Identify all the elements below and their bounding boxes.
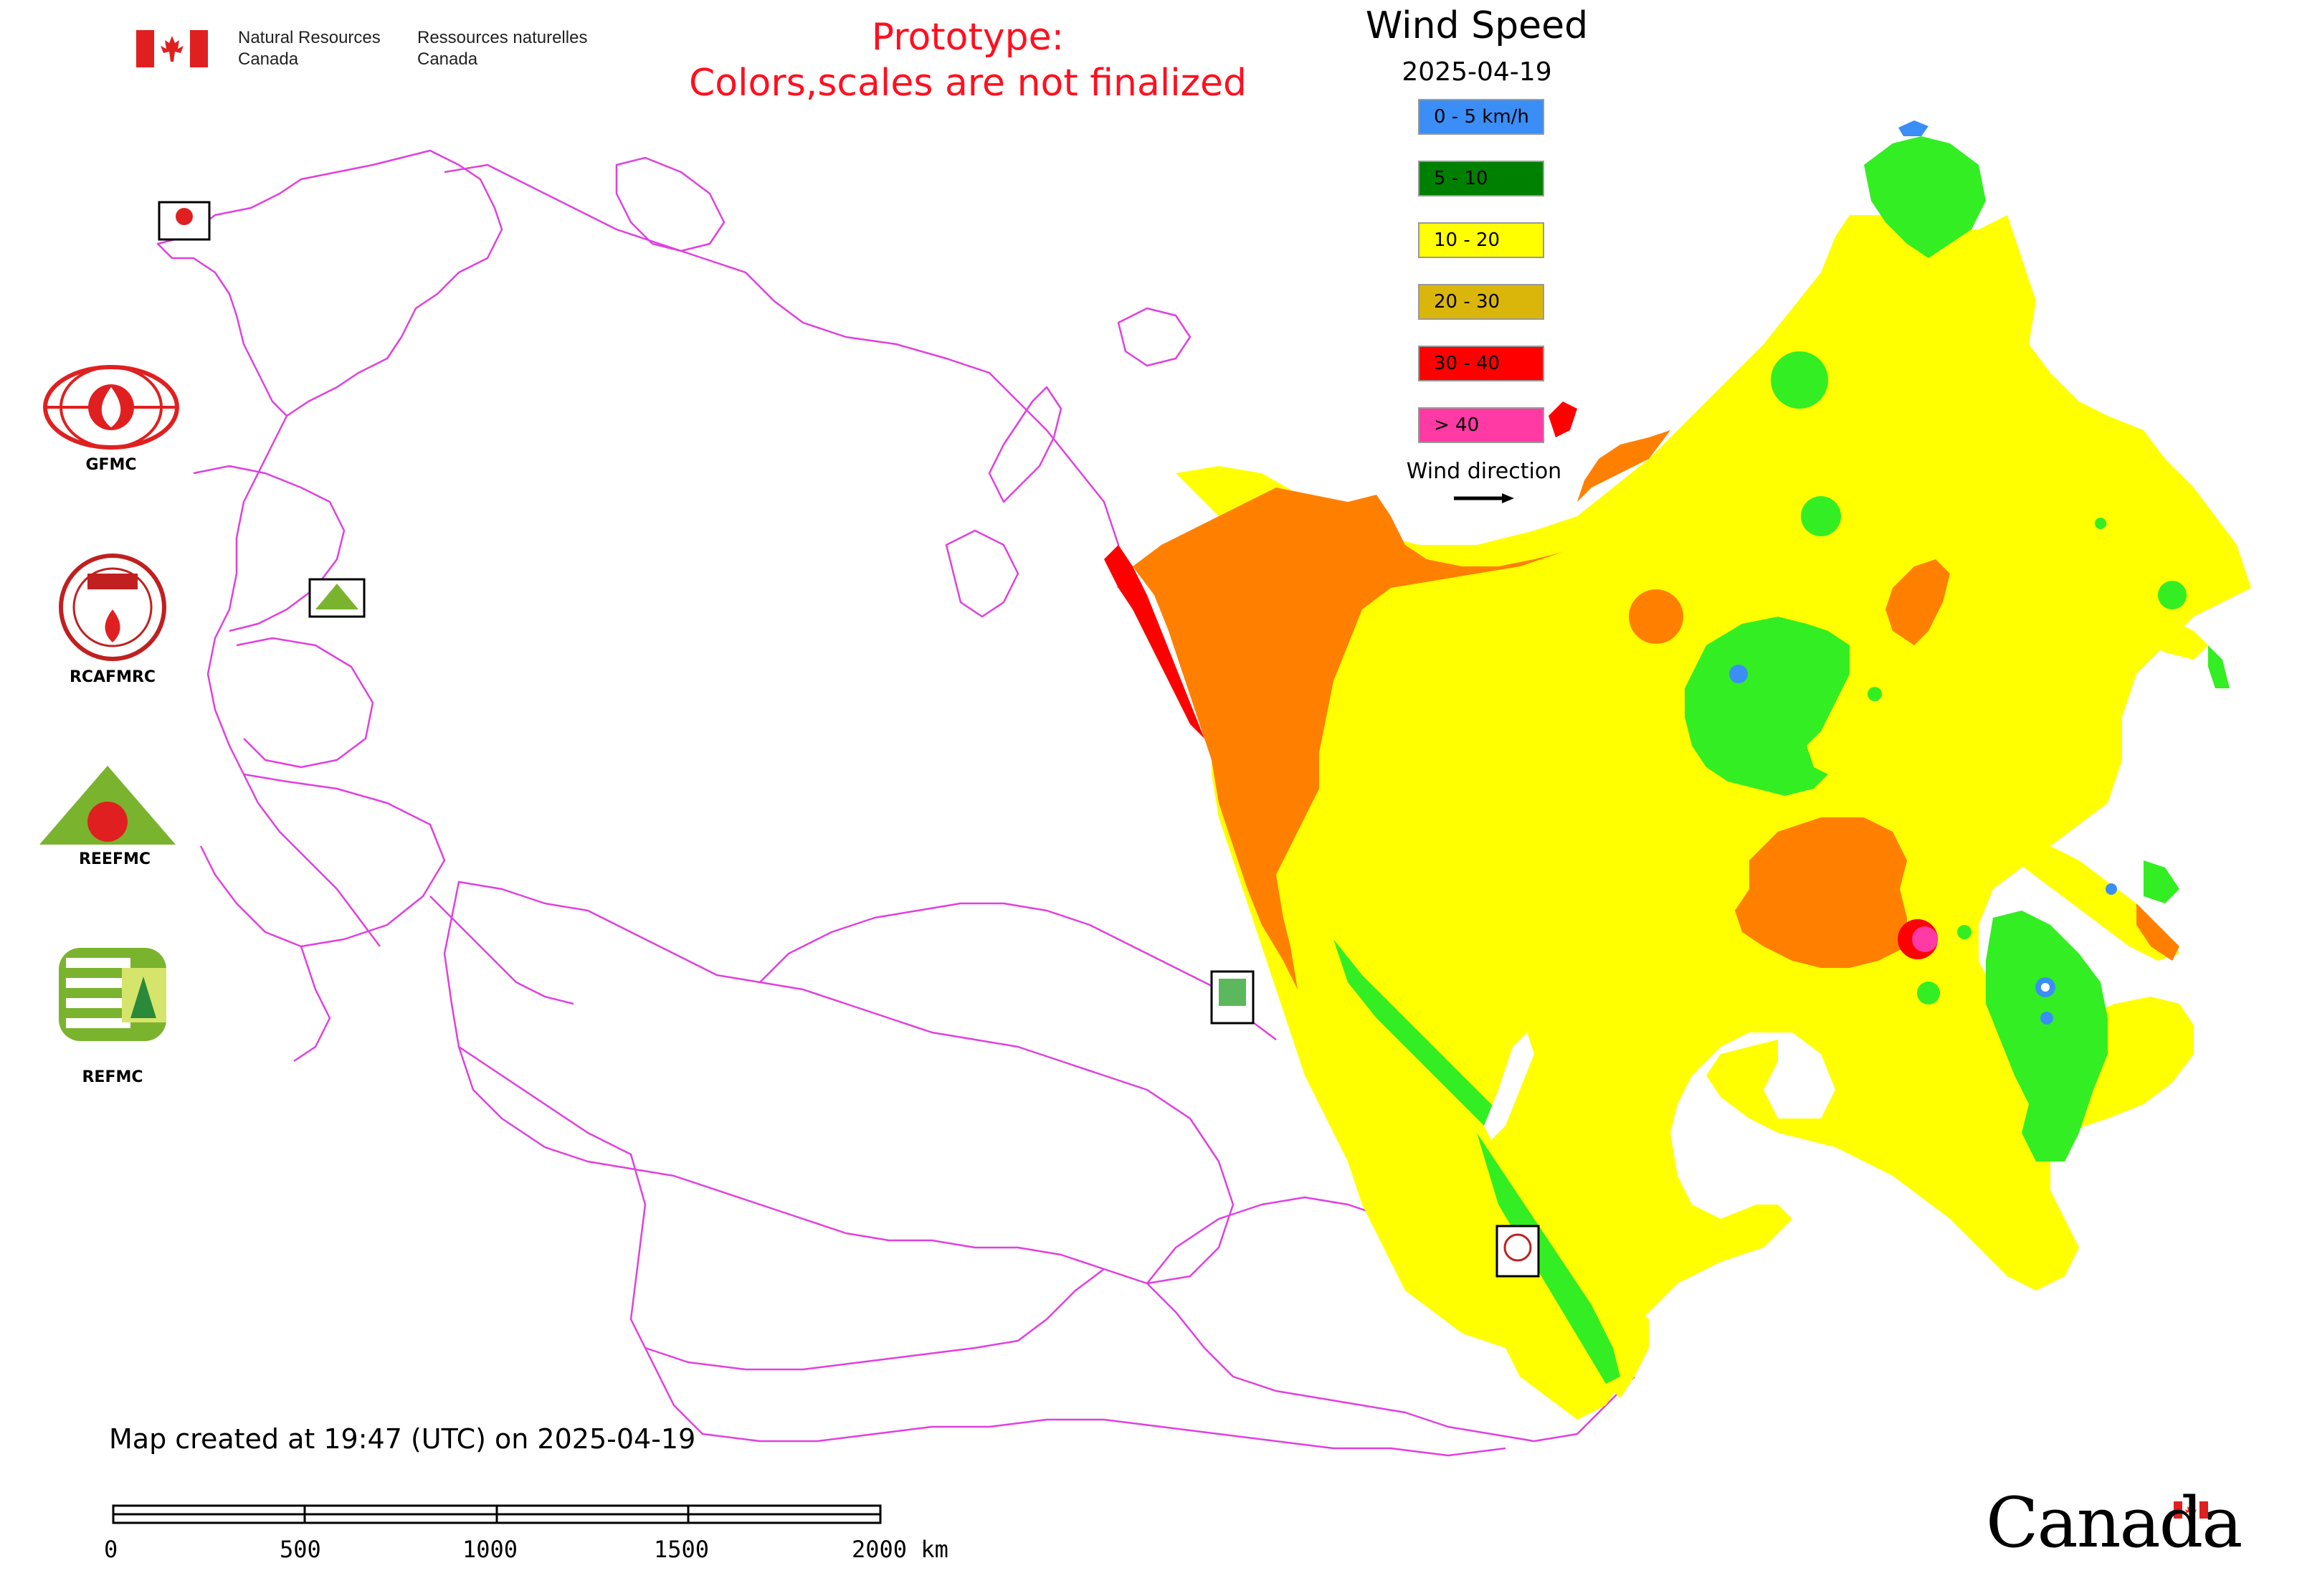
- boundary-siberia-south: [759, 902, 1277, 1040]
- field-orange-kamchatka-tip: [2136, 903, 2179, 961]
- fip-french-line2: Canada: [417, 49, 478, 69]
- field-green-north: [1864, 136, 1986, 258]
- prototype-line2: Colors,scales are not finalized: [688, 62, 1247, 105]
- station-marker-reefmc-icon: [315, 584, 358, 609]
- field-yellow-kamchatka: [2000, 402, 2208, 660]
- fip-french: Ressources naturelles Canada: [417, 27, 587, 70]
- fip-french-line1: Ressources naturelles: [417, 28, 588, 47]
- field-green-baikal: [1477, 1133, 1620, 1384]
- field-green-small-b: [1868, 687, 1882, 701]
- field-green-small-f: [1917, 982, 1940, 1004]
- boundary-southwest: [293, 946, 331, 1063]
- fip-english-line1: Natural Resources: [238, 28, 381, 47]
- boundary-kazakhstan: [443, 880, 1235, 1285]
- field-blue-spot-b-inner: [2041, 983, 2050, 992]
- boundary-arctic-islands: [1117, 307, 1192, 367]
- canada-wordmark: Canada: [1986, 1483, 2242, 1563]
- fip-english-line2: Canada: [238, 49, 299, 69]
- scale-bar: [112, 1504, 882, 1524]
- field-blue-spot-c: [2040, 1012, 2053, 1025]
- wind-direction-arrow: [1454, 493, 1514, 503]
- map-created-text: Map created at 19:47 (UTC) on 2025-04-19: [109, 1423, 696, 1455]
- legend-class-2: 10 - 20: [1418, 222, 1544, 258]
- station-markers: [158, 201, 1540, 1278]
- field-green-east: [1986, 911, 2108, 1162]
- field-green-taimyr: [1771, 351, 1828, 409]
- field-red-west: [1104, 545, 1204, 738]
- scale-tick-1000: 1000: [462, 1536, 518, 1563]
- lake-baikal: [1484, 1032, 1534, 1140]
- field-green-small-c: [2095, 518, 2106, 529]
- boundary-novaya-zemlya: [988, 386, 1062, 503]
- wind-speed-fields: [1104, 120, 2251, 1420]
- field-green-small-e: [1957, 925, 1972, 939]
- prototype-line1: Prototype:: [871, 16, 1065, 59]
- field-green-west-strip: [1333, 939, 1506, 1133]
- logo-refmc: [59, 948, 166, 1041]
- field-orange-east-coast: [1885, 559, 1950, 645]
- field-pink-hotspot: [1912, 926, 1938, 952]
- scale-tick-1500: 1500: [654, 1536, 710, 1563]
- field-orange-spot: [1629, 589, 1683, 644]
- boundary-belarus: [236, 637, 374, 769]
- legend-date: 2025-04-19: [1402, 57, 1552, 87]
- scale-tick-0: 0: [104, 1536, 118, 1563]
- field-green-coast-kamchatka: [2208, 645, 2230, 688]
- field-green-central: [1685, 617, 1850, 796]
- legend-class-1: 5 - 10: [1418, 161, 1544, 196]
- field-yellow-main: [1176, 215, 2251, 1398]
- legend-title: Wind Speed: [1365, 4, 1589, 47]
- boundary-kola: [615, 156, 726, 252]
- field-yellow-sakhalin: [1993, 803, 2179, 961]
- logo-rcafmrc: [59, 554, 166, 661]
- scale-tick-500: 500: [280, 1536, 321, 1563]
- field-green-okhotsk: [2144, 860, 2179, 903]
- field-red-island: [1549, 402, 1577, 437]
- boundary-china-north: [1146, 1283, 1635, 1443]
- boundary-central-asia: [458, 1045, 1105, 1371]
- field-orange-amur: [1735, 817, 1907, 968]
- logo-label-reefmc: REEFMC: [78, 850, 151, 868]
- station-marker-rcafmrc-icon: [1503, 1233, 1532, 1262]
- boundary-caucasus: [429, 896, 574, 1005]
- prototype-notice: Prototype: Colors,scales are not finaliz…: [645, 14, 1290, 106]
- field-blue-spot-a: [1729, 665, 1748, 683]
- logo-label-refmc: REFMC: [82, 1068, 143, 1086]
- scale-tick-2000: 2000 km: [852, 1536, 948, 1563]
- field-green-small-d: [2158, 581, 2187, 609]
- field-orange-west: [1133, 488, 1563, 989]
- station-marker-refmc-icon: [1219, 979, 1246, 1006]
- field-blue-north: [1898, 120, 1928, 136]
- legend-class-4: 30 - 40: [1418, 346, 1544, 381]
- water-features: [1484, 1032, 1534, 1140]
- field-orange-north: [1577, 430, 1670, 502]
- canada-flag-fip: [136, 30, 208, 67]
- logo-label-gfmc: GFMC: [85, 456, 137, 474]
- canada-wordmark-flag: [2174, 1501, 2208, 1519]
- field-blue-spot-d: [2106, 883, 2117, 895]
- legend-class-3: 20 - 30: [1418, 284, 1544, 320]
- wind-direction-label: Wind direction: [1406, 459, 1562, 484]
- legend-class-5: > 40: [1418, 407, 1544, 443]
- logo-reefmc: [39, 766, 190, 868]
- logo-label-rcafmrc: RCAFMRC: [69, 668, 156, 686]
- boundary-baltics: [193, 465, 346, 632]
- boundary-southeast: [644, 1347, 1506, 1457]
- field-green-small-a: [1801, 496, 1841, 536]
- logo-gfmc: [43, 365, 179, 450]
- boundary-west-russia: [206, 415, 381, 947]
- boundary-ukraine: [199, 773, 446, 948]
- boundary-scandinavia: [156, 149, 503, 417]
- fip-english: Natural Resources Canada: [238, 27, 381, 70]
- boundary-north-coast: [444, 163, 1120, 588]
- station-marker-gfmc-icon: [176, 208, 193, 225]
- legend-class-0: 0 - 5 km/h: [1418, 99, 1544, 135]
- boundary-yamal: [945, 529, 1019, 618]
